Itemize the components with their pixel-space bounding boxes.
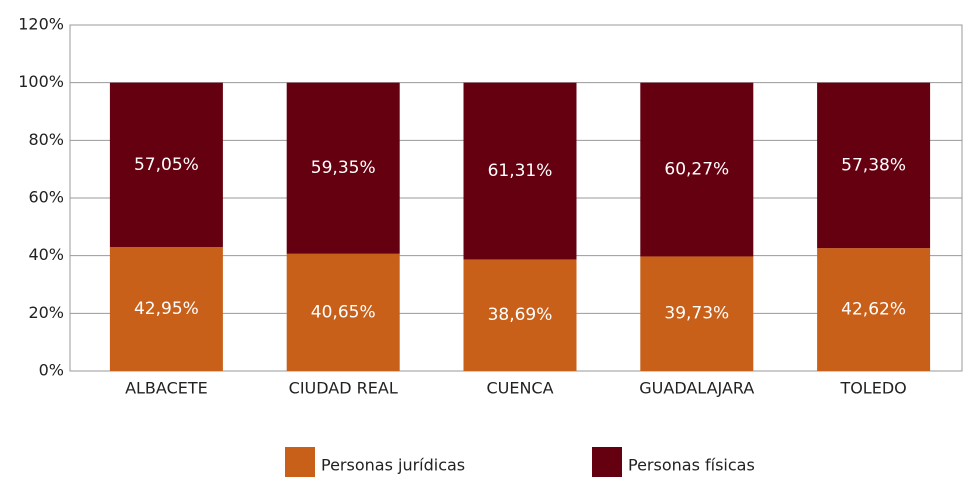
x-tick-label: TOLEDO (839, 379, 906, 398)
y-tick-label: 80% (28, 130, 64, 149)
x-tick-label: CUENCA (486, 379, 553, 398)
bar-segment (640, 82, 754, 257)
bar-segment (640, 256, 754, 371)
value-label: 42,95% (134, 299, 199, 319)
bar-segment (109, 247, 223, 371)
value-label: 61,31% (488, 161, 553, 181)
value-label: 39,73% (664, 304, 729, 324)
value-label: 38,69% (488, 305, 553, 325)
value-label: 59,35% (311, 158, 376, 178)
y-tick-label: 120% (18, 15, 64, 34)
value-label: 57,05% (134, 155, 199, 175)
bar-segment (463, 82, 577, 260)
bar-segment (286, 253, 400, 371)
legend-label: Personas jurídicas (321, 456, 465, 475)
x-tick-label: ALBACETE (125, 379, 208, 398)
value-label: 42,62% (841, 300, 906, 320)
bar-segment (286, 82, 400, 254)
y-tick-label: 60% (28, 188, 64, 207)
legend-swatch (592, 447, 622, 477)
legend-swatch (285, 447, 315, 477)
x-tick-label: GUADALAJARA (639, 379, 754, 398)
bar-segment (817, 248, 931, 371)
value-label: 40,65% (311, 302, 376, 322)
y-tick-label: 20% (28, 303, 64, 322)
y-tick-label: 0% (39, 361, 64, 380)
legend-label: Personas físicas (628, 456, 755, 475)
bar-segment (817, 82, 931, 249)
y-tick-label: 40% (28, 245, 64, 264)
value-label: 57,38% (841, 155, 906, 175)
value-label: 60,27% (664, 160, 729, 180)
bar-segment (463, 259, 577, 371)
y-tick-label: 100% (18, 72, 64, 91)
x-tick-label: CIUDAD REAL (289, 379, 398, 398)
bar-segment (109, 82, 223, 248)
